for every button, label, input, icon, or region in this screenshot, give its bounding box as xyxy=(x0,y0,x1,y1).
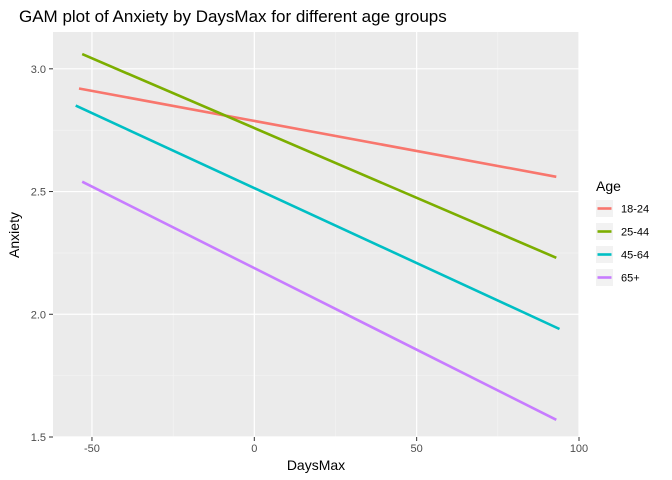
y-tick-label: 2.5 xyxy=(31,187,46,199)
legend-label-65+: 65+ xyxy=(621,273,640,285)
x-tick-label: -50 xyxy=(84,443,100,455)
legend: Age 18-24 25-44 45-64 65+ xyxy=(596,178,649,286)
legend-label-25-44: 25-44 xyxy=(621,227,649,239)
series-line-25-44 xyxy=(81,52,557,259)
x-tick-label: 0 xyxy=(251,443,257,455)
series-lines xyxy=(75,52,561,421)
y-tick-label: 1.5 xyxy=(31,432,46,444)
minor-gridlines xyxy=(53,32,579,437)
major-gridlines xyxy=(53,32,580,438)
x-axis-title: DaysMax xyxy=(287,457,345,473)
legend-label-45-64: 45-64 xyxy=(621,250,649,262)
chart-title: GAM plot of Anxiety by DaysMax for diffe… xyxy=(19,7,447,26)
y-tick-label: 3.0 xyxy=(31,64,46,76)
legend-items: 18-24 25-44 45-64 65+ xyxy=(596,200,649,286)
x-tick-label: 50 xyxy=(411,443,423,455)
y-axis-title: Anxiety xyxy=(6,212,22,258)
x-axis-ticks: -50 0 50 100 xyxy=(84,437,588,455)
legend-title: Age xyxy=(596,178,621,194)
y-axis-ticks: 1.5 2.0 2.5 3.0 xyxy=(31,64,53,444)
series-line-18-24 xyxy=(78,87,557,179)
x-tick-label: 100 xyxy=(570,443,588,455)
series-line-45-64 xyxy=(75,104,561,331)
legend-label-18-24: 18-24 xyxy=(621,204,649,216)
series-line-65+ xyxy=(81,180,557,421)
y-tick-label: 2.0 xyxy=(31,309,46,321)
